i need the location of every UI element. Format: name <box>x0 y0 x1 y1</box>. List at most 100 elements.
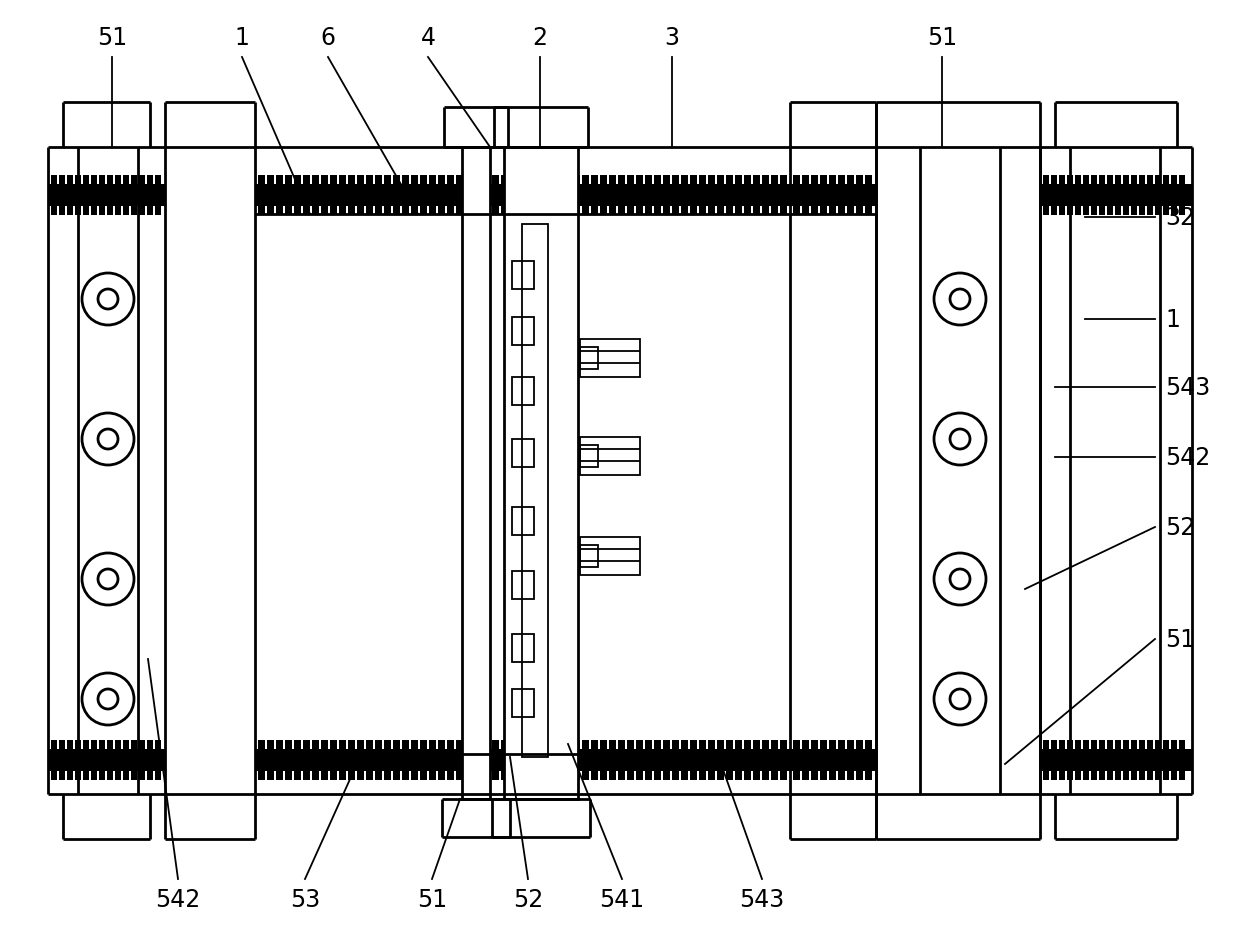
Text: 6: 6 <box>320 26 336 50</box>
Bar <box>1091 771 1097 780</box>
Bar <box>83 771 89 780</box>
Bar <box>546 740 553 750</box>
Text: 51: 51 <box>417 887 448 911</box>
Bar <box>148 176 153 185</box>
Bar <box>67 740 73 750</box>
Bar <box>1066 771 1073 780</box>
Circle shape <box>82 413 134 465</box>
Bar <box>339 176 346 185</box>
Bar <box>503 148 578 800</box>
Bar <box>474 207 481 216</box>
Bar <box>1052 771 1056 780</box>
Circle shape <box>950 430 970 449</box>
Bar <box>520 176 526 185</box>
Bar <box>1131 176 1137 185</box>
Bar <box>609 740 616 750</box>
Bar <box>1091 740 1097 750</box>
Bar <box>438 740 445 750</box>
Bar <box>312 207 319 216</box>
Bar <box>1059 176 1065 185</box>
Bar <box>303 740 310 750</box>
Bar <box>820 207 827 216</box>
Bar <box>573 176 580 185</box>
Bar <box>123 771 129 780</box>
Bar <box>735 771 742 780</box>
Bar <box>456 176 463 185</box>
Bar <box>107 740 113 750</box>
Text: 52: 52 <box>1166 515 1195 539</box>
Bar <box>374 771 382 780</box>
Bar <box>74 771 81 780</box>
Bar <box>501 771 508 780</box>
Bar <box>384 207 391 216</box>
Bar <box>653 176 661 185</box>
Bar <box>689 740 697 750</box>
Bar <box>802 176 808 185</box>
Bar <box>510 740 517 750</box>
Bar <box>115 740 122 750</box>
Bar <box>123 740 129 750</box>
Bar <box>1083 740 1089 750</box>
Text: 4: 4 <box>420 26 435 50</box>
Bar <box>636 771 644 780</box>
Bar <box>580 437 640 476</box>
Bar <box>155 771 161 780</box>
Bar <box>522 225 548 757</box>
Bar <box>866 176 872 185</box>
Bar <box>556 207 562 216</box>
Bar <box>438 207 445 216</box>
Bar <box>856 740 863 750</box>
Bar <box>580 546 598 567</box>
Bar <box>312 740 319 750</box>
Bar <box>763 176 769 185</box>
Bar <box>410 176 418 185</box>
Bar <box>847 740 854 750</box>
Bar <box>725 176 733 185</box>
Bar <box>51 771 57 780</box>
Bar <box>564 207 570 216</box>
Bar <box>790 185 875 207</box>
Text: 53: 53 <box>290 887 320 911</box>
Bar <box>48 750 165 771</box>
Bar <box>99 207 105 216</box>
Bar <box>735 176 742 185</box>
Bar <box>600 771 608 780</box>
Bar <box>689 771 697 780</box>
Bar <box>802 207 808 216</box>
Bar <box>294 176 301 185</box>
Bar <box>446 176 454 185</box>
Bar <box>501 207 508 216</box>
Bar <box>60 176 64 185</box>
Bar <box>393 771 401 780</box>
Bar <box>856 176 863 185</box>
Bar <box>492 176 498 185</box>
Bar <box>1147 740 1153 750</box>
Bar <box>1099 771 1105 780</box>
Circle shape <box>950 569 970 589</box>
Bar <box>83 176 89 185</box>
Bar <box>60 771 64 780</box>
Bar <box>847 207 854 216</box>
Bar <box>339 207 346 216</box>
Bar <box>866 740 872 750</box>
Bar <box>131 176 136 185</box>
Bar <box>1107 176 1114 185</box>
Bar <box>123 207 129 216</box>
Bar <box>1066 740 1073 750</box>
Text: 543: 543 <box>739 887 785 911</box>
Bar <box>107 771 113 780</box>
Bar <box>681 771 688 780</box>
Bar <box>708 176 715 185</box>
Bar <box>366 176 373 185</box>
Bar <box>1163 771 1169 780</box>
Bar <box>663 207 670 216</box>
Bar <box>465 740 472 750</box>
Bar <box>582 176 589 185</box>
Bar <box>546 176 553 185</box>
Text: 2: 2 <box>532 26 548 50</box>
Bar <box>366 771 373 780</box>
Bar <box>645 176 652 185</box>
Bar <box>1123 176 1128 185</box>
Bar <box>1115 207 1121 216</box>
Bar <box>115 176 122 185</box>
